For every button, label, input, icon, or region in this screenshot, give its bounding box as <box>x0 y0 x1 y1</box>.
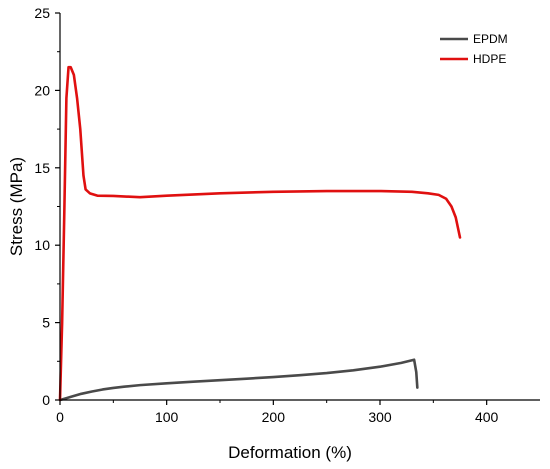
x-axis-title: Deformation (%) <box>228 443 352 462</box>
series-layer <box>58 65 462 402</box>
y-tick-label: 20 <box>34 82 50 98</box>
y-tick-label: 15 <box>34 160 50 176</box>
series-line-epdm <box>58 358 419 402</box>
legend-label-hdpe: HDPE <box>473 52 506 66</box>
series-line-hdpe <box>58 65 462 402</box>
axes-layer <box>59 13 540 401</box>
y-tick-label: 10 <box>34 237 50 253</box>
ticks-layer: 0 100 200 300 400 0 5 10 15 20 25 <box>34 5 498 425</box>
legend-label-epdm: EPDM <box>473 32 508 46</box>
y-tick-label: 25 <box>34 5 50 21</box>
y-tick-label: 0 <box>42 392 50 408</box>
x-tick-label: 300 <box>368 409 392 425</box>
x-tick-label: 200 <box>262 409 286 425</box>
legend: EPDM HDPE <box>440 32 508 66</box>
x-tick-label: 0 <box>56 409 64 425</box>
y-tick-label: 5 <box>42 315 50 331</box>
x-tick-label: 100 <box>155 409 179 425</box>
x-tick-label: 400 <box>475 409 499 425</box>
y-axis-title: Stress (MPa) <box>7 157 26 256</box>
